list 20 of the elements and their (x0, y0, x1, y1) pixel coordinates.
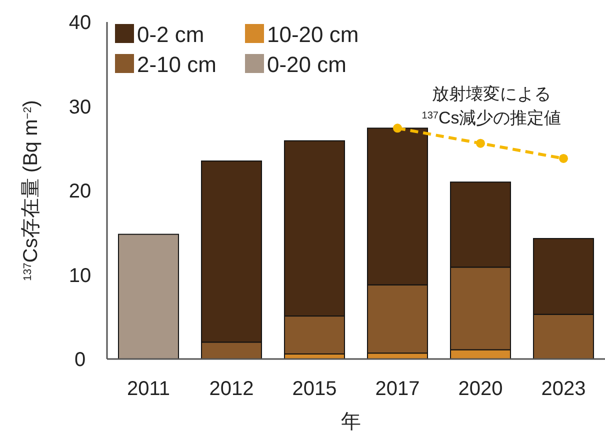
x-tick-label: 2011 (126, 378, 170, 400)
x-axis-title: 年 (341, 411, 361, 433)
legend-label: 0-20 cm (267, 52, 346, 77)
x-tick-label: 2012 (209, 378, 254, 400)
legend-label: 2-10 cm (137, 52, 216, 77)
x-tick-label: 2017 (375, 378, 420, 400)
annotation: 放射壊変による $^{137}$Cs減少の推定値 (422, 84, 562, 128)
legend-label: 10-20 cm (267, 22, 359, 47)
y-tick-label: 30 (68, 96, 92, 118)
x-tick-label: 2023 (541, 378, 586, 400)
point (559, 154, 568, 163)
y-tick-label: 0 (74, 349, 86, 371)
x-tick-label: 2020 (458, 378, 503, 400)
y-tick-label: 10 (68, 264, 92, 287)
y-tick-label: 40 (68, 12, 92, 34)
y-tick-label: 20 (68, 180, 92, 202)
legend-label: 0-2 cm (137, 22, 204, 47)
point (476, 138, 485, 148)
x-tick-label: 2015 (292, 378, 337, 400)
point (393, 124, 402, 133)
